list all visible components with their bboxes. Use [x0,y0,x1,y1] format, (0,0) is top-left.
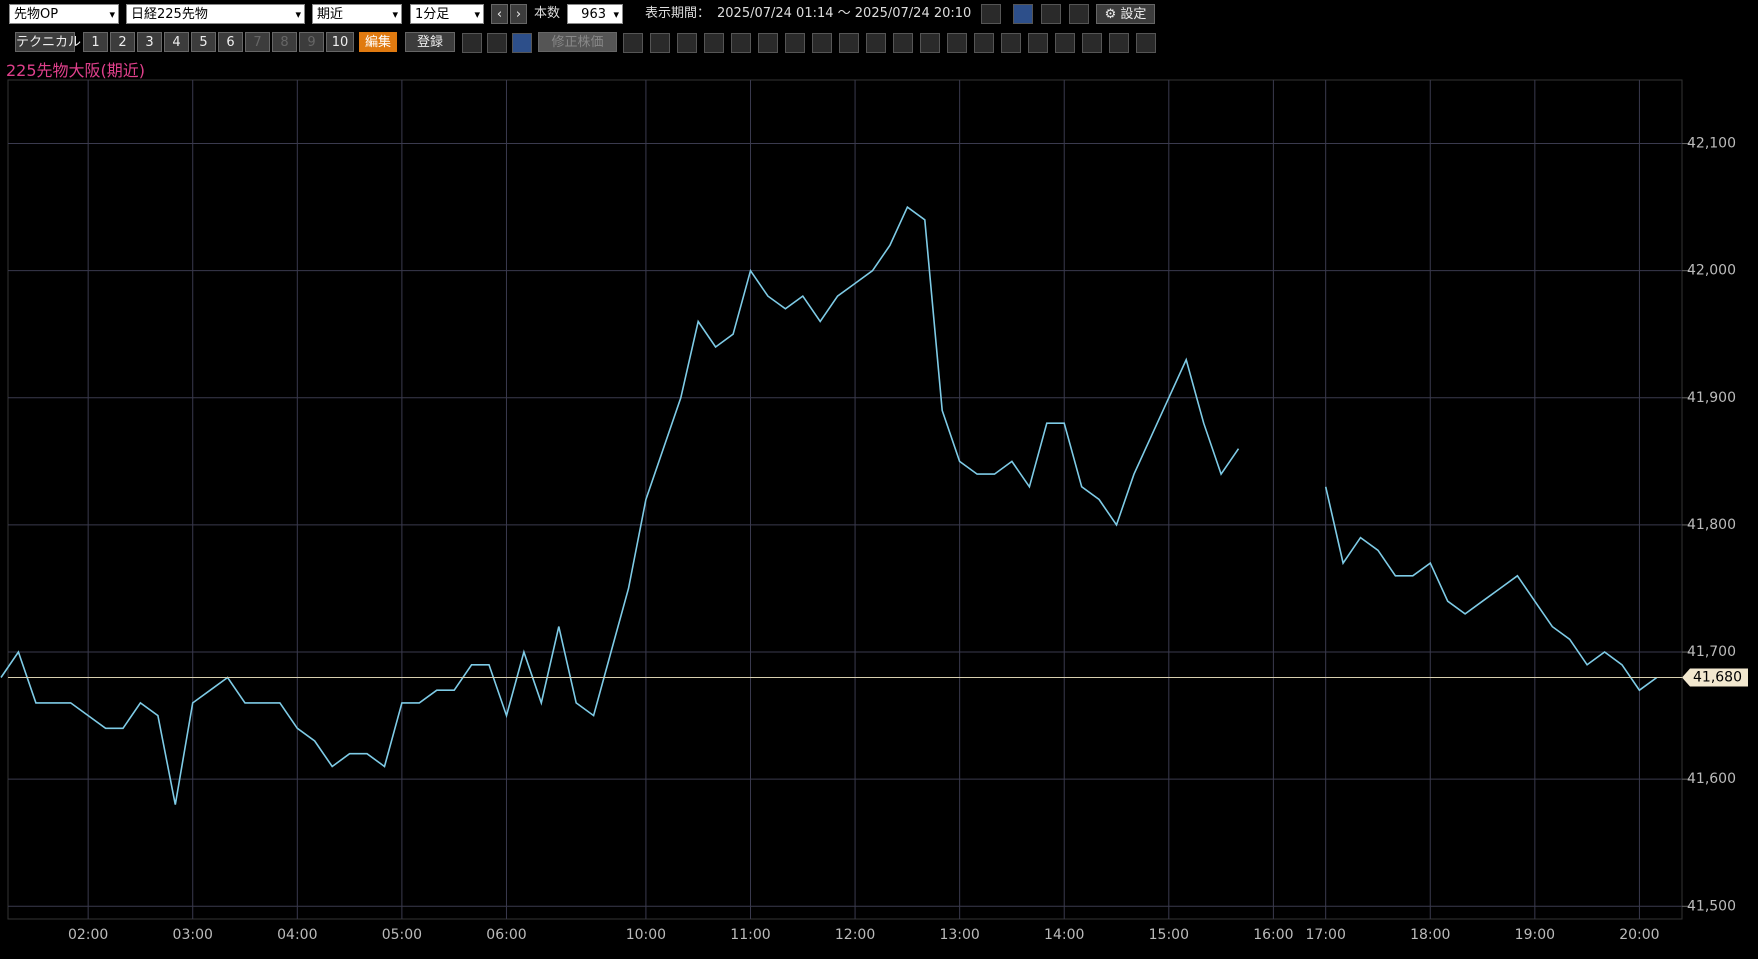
price-line [0,205,1658,805]
settings[interactable]: ⚙ 設定 [1096,4,1155,24]
y-tick-label: 42,100 [1687,136,1736,152]
last-price-label: 41,680 [1693,669,1742,685]
tool-icon[interactable] [893,33,913,53]
x-tick-label: 13:00 [939,927,979,943]
preset[interactable]: 5 [191,32,216,52]
symbol[interactable]: 日経225先物 [126,4,305,25]
plot-area [7,79,1683,920]
icon[interactable] [1041,4,1061,24]
icon[interactable] [1069,4,1089,24]
preset[interactable]: 8 [272,32,297,52]
count[interactable]: 963 [567,4,623,25]
x-tick-label: 03:00 [173,927,213,943]
tool-icon[interactable] [1109,33,1129,53]
y-tick-label: 42,000 [1687,263,1736,279]
tool-icon[interactable] [839,33,859,53]
period-label: 表示期間： [645,6,711,21]
preset[interactable]: 10 [326,32,354,52]
x-tick-label: 20:00 [1619,927,1659,943]
tool-icon[interactable] [1055,33,1075,53]
settings-label: 設定 [1120,7,1147,22]
tool-icon[interactable] [785,33,805,53]
period: 2025/07/24 01:14 ～ 2025/07/24 20:10 [717,6,972,21]
tool-icon[interactable] [920,33,940,53]
preset[interactable]: 9 [299,32,324,52]
x-tick-label: 18:00 [1410,927,1450,943]
prev[interactable]: ‹ [491,4,508,24]
tool-icon[interactable] [1001,33,1021,53]
x-tick-label: 10:00 [626,927,666,943]
tool-icon[interactable] [1028,33,1048,53]
tool-icon[interactable] [677,33,697,53]
count-label: 本数 [534,6,561,21]
tool-icon[interactable] [758,33,778,53]
preset[interactable]: 3 [137,32,162,52]
preset[interactable]: 7 [245,32,270,52]
interval[interactable]: 1分足 [410,4,484,25]
register[interactable]: 登録 [405,32,455,52]
x-tick-label: 04:00 [277,927,317,943]
x-tick-label: 05:00 [382,927,422,943]
icon[interactable] [1013,4,1033,24]
tool-icon[interactable] [812,33,832,53]
tool-icon[interactable] [731,33,751,53]
preset[interactable]: 2 [110,32,135,52]
contract[interactable]: 期近 [312,4,402,25]
icon[interactable] [512,33,532,53]
technical[interactable]: テクニカル [15,32,81,52]
tool-icon[interactable] [866,33,886,53]
last-price-tag [1682,668,1748,687]
x-tick-label: 12:00 [835,927,875,943]
adjusted[interactable]: 修正株価 [538,32,617,52]
y-tick-label: 41,500 [1687,898,1736,914]
x-tick-label: 19:00 [1515,927,1555,943]
tool-icon[interactable] [623,33,643,53]
x-tick-label: 14:00 [1044,927,1084,943]
icon[interactable] [981,4,1001,24]
preset[interactable]: 1 [83,32,108,52]
tool-icon[interactable] [704,33,724,53]
x-tick-label: 16:00 [1253,927,1293,943]
symbol-type[interactable]: 先物OP [9,4,119,25]
x-tick-label: 11:00 [730,927,770,943]
x-tick-label: 15:00 [1149,927,1189,943]
y-tick-label: 41,700 [1687,644,1736,660]
preset[interactable]: 6 [218,32,243,52]
y-tick-label: 41,800 [1687,517,1736,533]
preset[interactable]: 4 [164,32,189,52]
x-tick-label: 06:00 [486,927,526,943]
tool-icon[interactable] [947,33,967,53]
tool-icon[interactable] [1136,33,1156,53]
edit[interactable]: 編集 [359,32,397,52]
y-tick-label: 41,600 [1687,771,1736,787]
icon[interactable] [462,33,482,53]
tool-icon[interactable] [650,33,670,53]
y-tick-label: 41,900 [1687,390,1736,406]
icon[interactable] [487,33,507,53]
chart-title: 225先物大阪(期近) [6,61,146,80]
tool-icon[interactable] [1082,33,1102,53]
tool-icon[interactable] [974,33,994,53]
next[interactable]: › [510,4,527,24]
x-tick-label: 17:00 [1306,927,1346,943]
x-tick-label: 02:00 [68,927,108,943]
